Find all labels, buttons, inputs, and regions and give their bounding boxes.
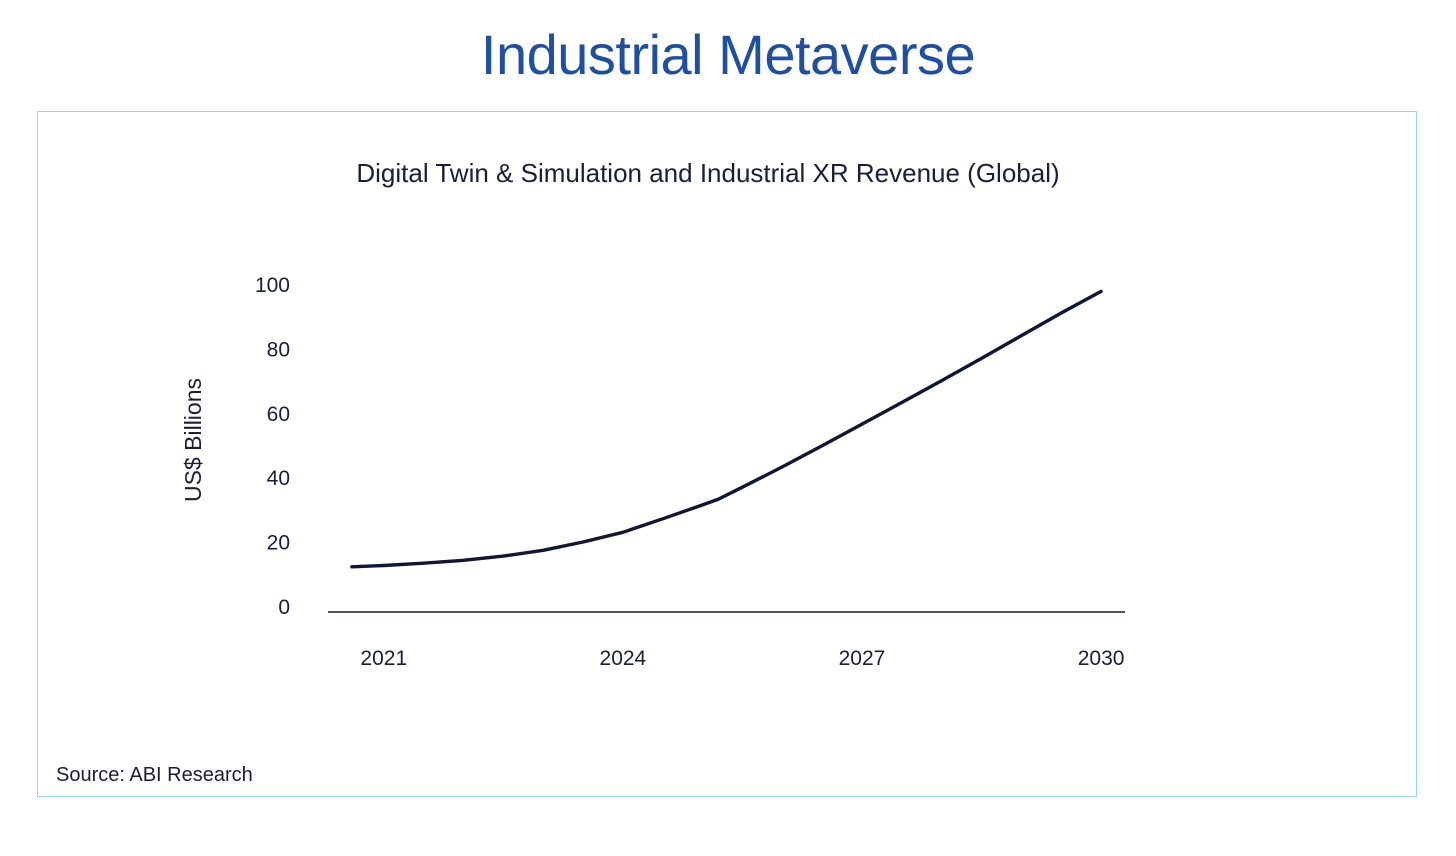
chart-title: Digital Twin & Simulation and Industrial… [356, 158, 1059, 188]
y-tick-label: 40 [267, 467, 290, 490]
y-tick-label: 60 [267, 403, 290, 426]
series-layer [350, 289, 1103, 569]
page-title: Industrial Metaverse [480, 23, 976, 86]
y-axis-label: US$ Billions [180, 378, 206, 502]
x-tick-label: 2027 [839, 647, 886, 670]
x-tick-label: 2024 [600, 647, 647, 670]
x-tick-label: 2030 [1078, 647, 1125, 670]
source-note: Source: ABI Research [56, 764, 253, 786]
series-line [350, 289, 1103, 569]
chart-panel [37, 111, 1417, 797]
y-tick-label: 20 [267, 532, 290, 555]
y-tick-label: 0 [278, 596, 290, 619]
y-tick-labels: 0 20 40 60 80 100 [255, 274, 290, 619]
y-tick-label: 100 [255, 274, 290, 297]
x-tick-label: 2021 [360, 647, 407, 670]
x-tick-labels: 2021 2024 2027 2030 [360, 647, 1124, 670]
y-tick-label: 80 [267, 338, 290, 361]
